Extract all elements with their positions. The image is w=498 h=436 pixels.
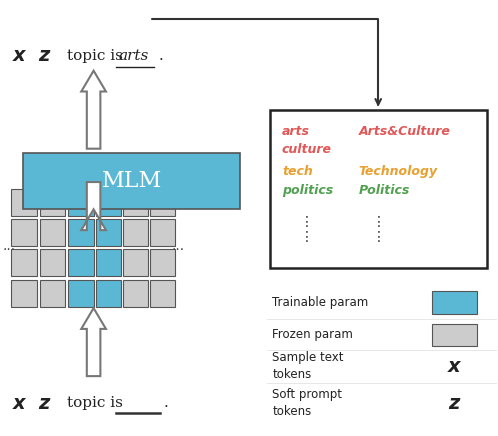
Text: ⋮: ⋮ [372, 231, 385, 245]
FancyBboxPatch shape [123, 279, 148, 307]
Text: $\bfit{x}$: $\bfit{x}$ [12, 394, 28, 413]
Text: topic is: topic is [67, 396, 124, 410]
Text: Arts&Culture: Arts&Culture [359, 125, 450, 138]
Text: tech: tech [282, 165, 313, 178]
FancyBboxPatch shape [40, 249, 65, 276]
FancyBboxPatch shape [123, 188, 148, 216]
FancyBboxPatch shape [96, 188, 121, 216]
Text: arts: arts [119, 48, 149, 62]
Text: politics: politics [282, 184, 333, 197]
Text: topic is: topic is [67, 48, 124, 62]
FancyBboxPatch shape [96, 219, 121, 246]
Text: .: . [164, 396, 168, 410]
FancyBboxPatch shape [68, 279, 94, 307]
FancyBboxPatch shape [270, 110, 487, 268]
Text: Trainable param: Trainable param [272, 296, 369, 309]
FancyBboxPatch shape [40, 188, 65, 216]
FancyBboxPatch shape [123, 249, 148, 276]
Text: ⋮: ⋮ [300, 215, 314, 229]
Text: Frozen param: Frozen param [272, 328, 353, 341]
FancyBboxPatch shape [40, 219, 65, 246]
Text: Politics: Politics [359, 184, 410, 197]
Text: Technology: Technology [359, 165, 438, 178]
Text: $\bfit{x}$: $\bfit{x}$ [447, 357, 463, 376]
FancyBboxPatch shape [150, 188, 175, 216]
Text: arts: arts [282, 125, 310, 138]
FancyBboxPatch shape [40, 279, 65, 307]
Polygon shape [81, 308, 106, 376]
Text: Sample text
tokens: Sample text tokens [272, 351, 344, 381]
FancyBboxPatch shape [11, 279, 37, 307]
Polygon shape [81, 71, 106, 149]
FancyBboxPatch shape [96, 279, 121, 307]
FancyBboxPatch shape [11, 219, 37, 246]
Text: ⋮: ⋮ [300, 231, 314, 245]
FancyBboxPatch shape [432, 291, 477, 314]
Text: $\bfit{x}$: $\bfit{x}$ [12, 46, 28, 65]
FancyBboxPatch shape [150, 219, 175, 246]
Text: ...: ... [2, 239, 16, 253]
Text: ⋮: ⋮ [372, 215, 385, 229]
Text: .: . [159, 48, 163, 62]
Text: Soft prompt
tokens: Soft prompt tokens [272, 388, 342, 419]
Text: $\bfit{z}$: $\bfit{z}$ [38, 46, 52, 65]
Text: $\bfit{z}$: $\bfit{z}$ [448, 394, 462, 413]
Polygon shape [81, 182, 106, 230]
FancyBboxPatch shape [432, 324, 477, 346]
FancyBboxPatch shape [11, 188, 37, 216]
FancyBboxPatch shape [68, 219, 94, 246]
FancyBboxPatch shape [123, 219, 148, 246]
FancyBboxPatch shape [68, 249, 94, 276]
FancyBboxPatch shape [23, 153, 240, 209]
FancyBboxPatch shape [11, 249, 37, 276]
Text: ...: ... [172, 239, 185, 253]
Text: MLM: MLM [102, 170, 162, 192]
FancyBboxPatch shape [68, 188, 94, 216]
Text: culture: culture [282, 143, 332, 156]
FancyBboxPatch shape [150, 249, 175, 276]
FancyBboxPatch shape [96, 249, 121, 276]
FancyBboxPatch shape [150, 279, 175, 307]
Text: $\bfit{z}$: $\bfit{z}$ [38, 394, 52, 413]
